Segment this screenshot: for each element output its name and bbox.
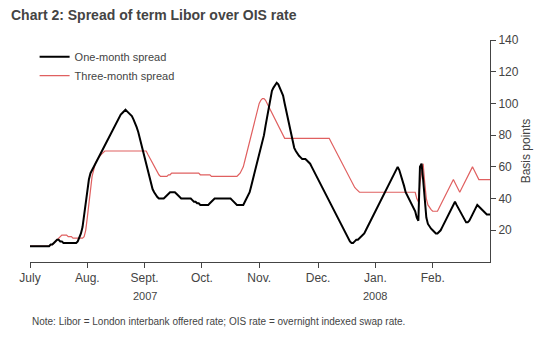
svg-text:Feb.: Feb. xyxy=(421,271,445,285)
svg-text:Jan.: Jan. xyxy=(364,271,387,285)
svg-text:One-month spread: One-month spread xyxy=(75,51,167,63)
svg-text:2007: 2007 xyxy=(133,290,157,302)
svg-text:July: July xyxy=(19,271,40,285)
svg-text:Note: Libor = London interbank: Note: Libor = London interbank offered r… xyxy=(32,316,405,327)
svg-text:Aug.: Aug. xyxy=(75,271,100,285)
svg-text:Sept.: Sept. xyxy=(131,271,159,285)
svg-text:80: 80 xyxy=(498,128,512,142)
svg-text:40: 40 xyxy=(498,192,512,206)
svg-text:Oct.: Oct. xyxy=(191,271,213,285)
svg-text:100: 100 xyxy=(498,97,518,111)
svg-text:Chart 2: Spread of term Libor: Chart 2: Spread of term Libor over OIS r… xyxy=(11,7,297,23)
svg-text:Dec.: Dec. xyxy=(306,271,331,285)
svg-text:140: 140 xyxy=(498,33,518,47)
svg-text:20: 20 xyxy=(498,223,512,237)
svg-text:2008: 2008 xyxy=(363,290,387,302)
svg-text:120: 120 xyxy=(498,65,518,79)
svg-text:Nov.: Nov. xyxy=(247,271,271,285)
svg-text:60: 60 xyxy=(498,160,512,174)
svg-text:Three-month spread: Three-month spread xyxy=(75,70,175,82)
svg-text:Basis points: Basis points xyxy=(519,119,533,184)
